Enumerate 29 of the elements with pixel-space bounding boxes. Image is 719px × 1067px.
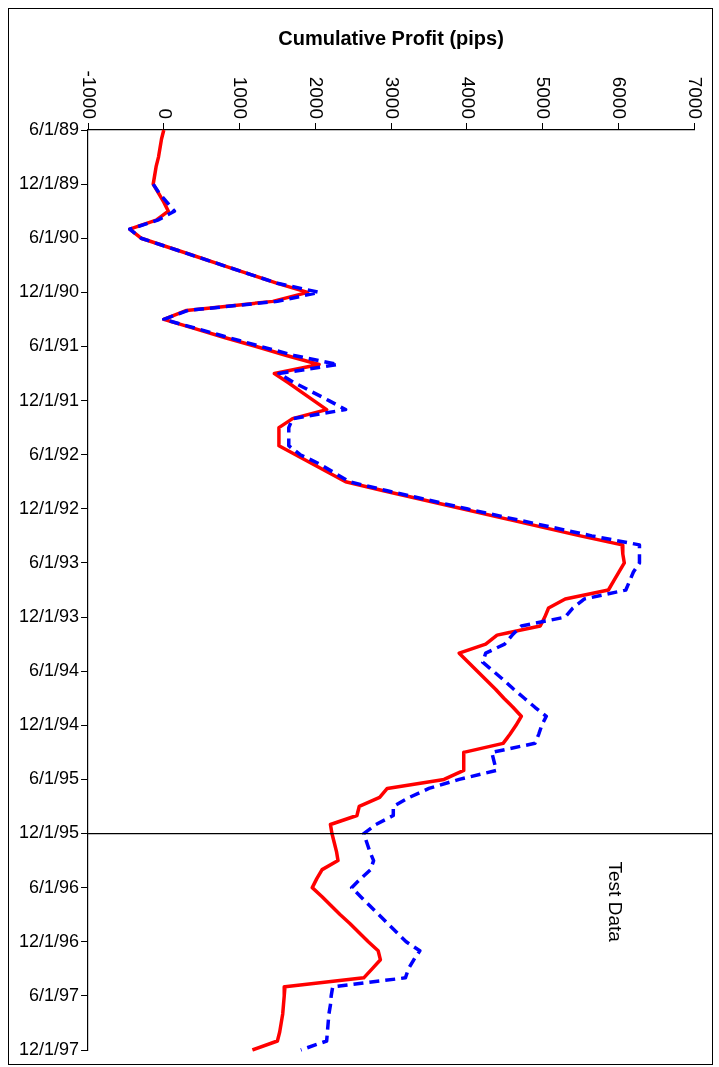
- y-tick-label: 6/1/90: [29, 227, 80, 248]
- x-tick-label: 2000: [306, 76, 328, 119]
- y-tick-label: 6/1/89: [29, 118, 80, 139]
- y-tick-label: 12/1/95: [18, 822, 80, 843]
- y-tick-label: 12/1/93: [18, 606, 80, 627]
- x-tick-label: 0: [154, 108, 176, 119]
- y-tick-label: 6/1/91: [29, 335, 80, 356]
- y-tick-label: 12/1/90: [18, 281, 80, 302]
- x-tick-label: 3000: [381, 76, 403, 119]
- x-tick-label: -1000: [78, 70, 100, 119]
- x-tick-label: 5000: [533, 76, 555, 119]
- y-tick-label: 12/1/92: [18, 497, 80, 518]
- y-tick-label: 6/1/92: [29, 443, 80, 464]
- y-tick-label: 12/1/89: [18, 173, 80, 194]
- ref-line-label: Test Data: [604, 861, 626, 943]
- x-tick-label: 4000: [457, 76, 479, 119]
- y-tick-label: 12/1/96: [18, 930, 80, 951]
- x-tick-label: 7000: [684, 76, 706, 119]
- x-axis-title: Cumulative Profit (pips): [278, 26, 504, 49]
- x-tick-label: 6000: [609, 76, 631, 119]
- y-tick-label: 6/1/97: [29, 984, 80, 1005]
- y-tick-label: 12/1/94: [18, 714, 80, 735]
- x-tick-label: 1000: [230, 76, 252, 119]
- y-tick-label: 12/1/91: [18, 389, 80, 410]
- y-tick-label: 12/1/97: [18, 1038, 80, 1059]
- y-tick-label: 6/1/96: [29, 876, 80, 897]
- y-tick-label: 6/1/93: [29, 551, 80, 572]
- y-tick-label: 6/1/94: [29, 660, 80, 681]
- y-tick-label: 6/1/95: [29, 768, 80, 789]
